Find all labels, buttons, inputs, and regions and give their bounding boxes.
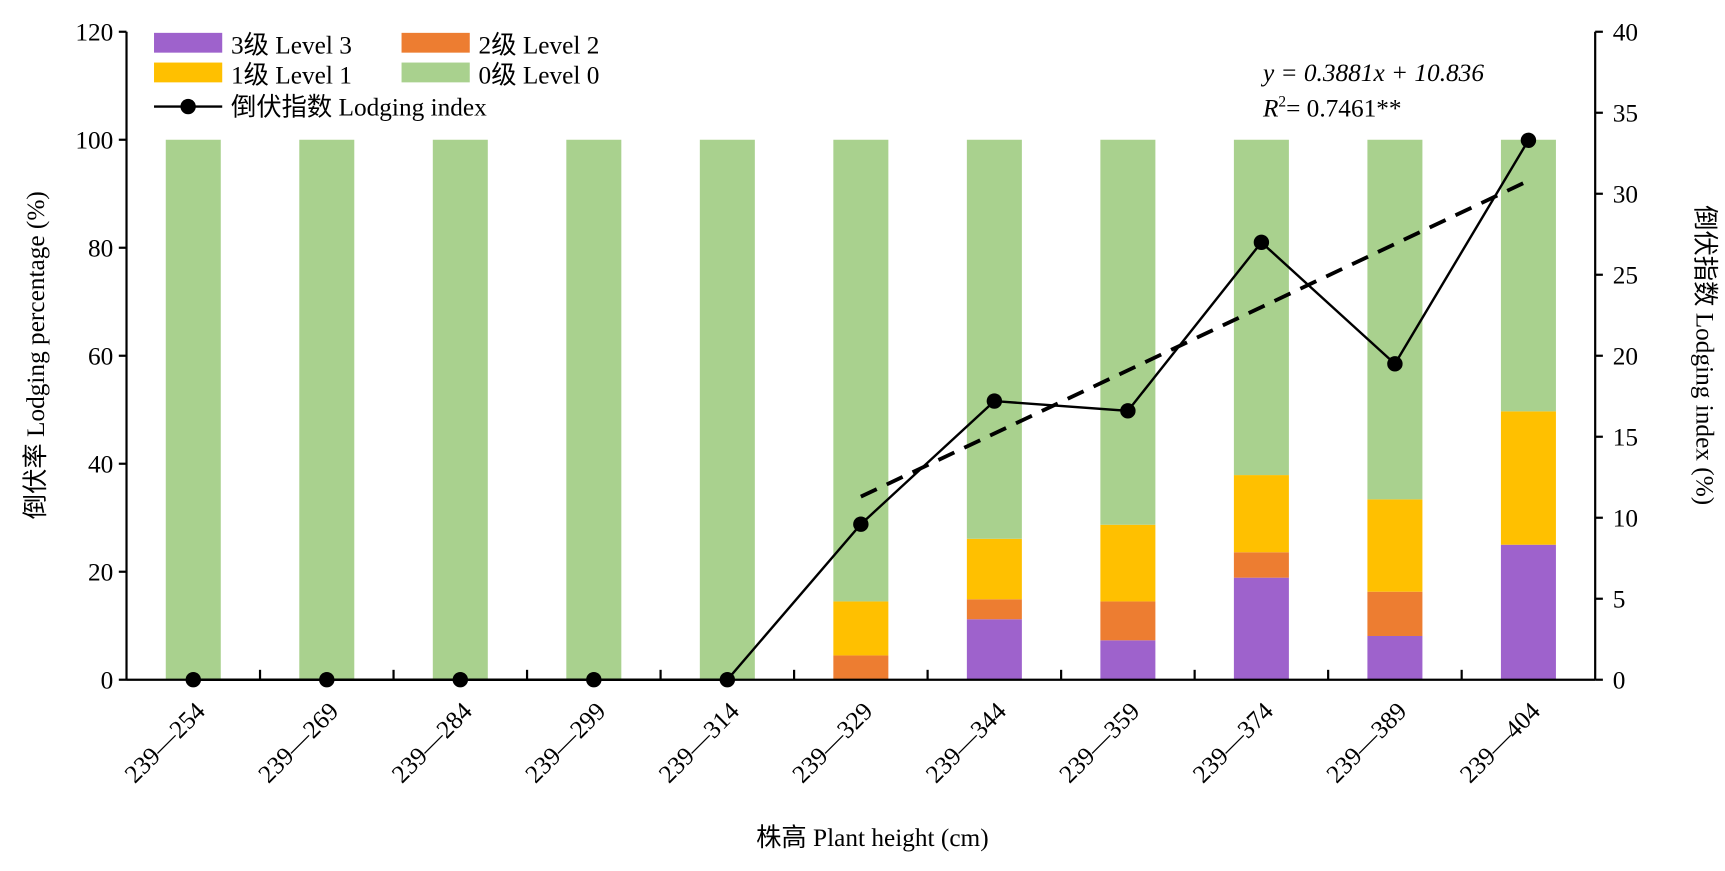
y2-tick-label: 30 bbox=[1613, 181, 1638, 209]
bar-segment-level-1 bbox=[1233, 475, 1289, 553]
legend-swatch bbox=[401, 32, 470, 53]
legend-swatch bbox=[154, 62, 223, 83]
r2-sup: 2 bbox=[1278, 94, 1286, 111]
lodging-index-point bbox=[853, 516, 869, 532]
y2-axis-label: 倒伏指数 Lodging index (%) bbox=[1690, 205, 1718, 505]
bar-segment-level-0 bbox=[1500, 139, 1556, 412]
bar-segment-level-0 bbox=[699, 139, 755, 680]
legend-marker bbox=[180, 98, 196, 115]
lodging-index-point bbox=[185, 672, 201, 688]
trendline bbox=[860, 179, 1530, 499]
y-tick-label: 60 bbox=[88, 343, 113, 371]
legend: 3级 Level 3 2级 Level 2 1级 Level 1 0级 Level 0… bbox=[154, 32, 600, 121]
x-tick-label: 239—284 bbox=[386, 697, 478, 789]
legend-swatch bbox=[401, 62, 470, 83]
lodging-index-point bbox=[452, 672, 469, 688]
bar-segment-level-1 bbox=[966, 538, 1022, 600]
trend-equation: y = 0.3881x + 10.836 bbox=[1260, 59, 1484, 87]
lodging-index-point bbox=[986, 393, 1003, 409]
bar-segment-level-2 bbox=[1367, 591, 1423, 636]
bar-segment-level-0 bbox=[833, 139, 889, 602]
bar-segment-level-2 bbox=[1233, 552, 1289, 578]
x-tick-label: 239—374 bbox=[1187, 697, 1279, 789]
bar-segment-level-0 bbox=[432, 139, 488, 680]
y2-tick-label: 15 bbox=[1613, 424, 1638, 452]
bar-segment-level-0 bbox=[1367, 139, 1423, 500]
x-axis-label: 株高 Plant height (cm) bbox=[756, 824, 989, 852]
y2-tick-label: 5 bbox=[1613, 586, 1626, 614]
y-tick-label: 120 bbox=[75, 19, 113, 47]
y-axis-label: 倒伏率 Lodging percentage (%) bbox=[22, 191, 50, 519]
y-tick-label: 80 bbox=[88, 235, 113, 263]
lodging-index-point bbox=[1520, 132, 1537, 148]
y-tick-label: 20 bbox=[88, 559, 113, 587]
bar-segment-level-0 bbox=[1100, 139, 1156, 525]
lodging-index-point bbox=[319, 672, 335, 688]
lodging-index-point bbox=[586, 672, 602, 688]
y2-tick-label: 20 bbox=[1613, 343, 1638, 371]
bar-segment-level-1 bbox=[1367, 499, 1423, 592]
bar-segment-level-0 bbox=[966, 139, 1022, 539]
legend-label: 3级 Level 3 bbox=[231, 32, 352, 60]
y2-tick-label: 35 bbox=[1613, 100, 1638, 128]
trend-r2: R2= 0.7461** bbox=[1262, 94, 1402, 123]
x-tick-label: 239—344 bbox=[920, 697, 1012, 789]
y-tick-label: 0 bbox=[101, 667, 114, 695]
bar-segment-level-1 bbox=[833, 601, 889, 656]
bar-segment-level-0 bbox=[165, 139, 221, 680]
bar-segment-level-3 bbox=[1500, 544, 1556, 680]
bar-segment-level-3 bbox=[1100, 640, 1156, 680]
lodging-index-point bbox=[1253, 234, 1270, 251]
bars-layer bbox=[165, 139, 1556, 680]
bar-segment-level-3 bbox=[966, 619, 1022, 680]
x-tick-label: 239—404 bbox=[1455, 697, 1547, 789]
bar-segment-level-1 bbox=[1500, 411, 1556, 545]
x-tick-label: 239—269 bbox=[253, 697, 344, 788]
legend-label: 倒伏指数 Lodging index bbox=[231, 93, 487, 121]
lodging-index-point bbox=[1387, 356, 1403, 372]
lines-layer bbox=[185, 132, 1537, 688]
y2-tick-label: 40 bbox=[1613, 19, 1638, 47]
legend-label: 0级 Level 0 bbox=[479, 61, 600, 89]
x-tick-label: 239—359 bbox=[1054, 697, 1145, 788]
bar-segment-level-1 bbox=[1100, 524, 1156, 602]
r2-value: = 0.7461** bbox=[1286, 94, 1401, 122]
bar-segment-level-0 bbox=[299, 139, 355, 680]
y2-tick-label: 0 bbox=[1613, 667, 1626, 695]
legend-label: 1级 Level 1 bbox=[231, 61, 352, 89]
bar-segment-level-2 bbox=[833, 655, 889, 680]
y2-tick-label: 25 bbox=[1613, 262, 1638, 290]
bar-segment-level-2 bbox=[966, 599, 1022, 620]
y2-tick-label: 10 bbox=[1613, 505, 1638, 533]
y-tick-label: 40 bbox=[88, 451, 113, 479]
r2-symbol: R bbox=[1262, 94, 1279, 122]
lodging-index-point bbox=[1120, 403, 1136, 419]
bar-segment-level-3 bbox=[1233, 577, 1289, 680]
legend-swatch bbox=[154, 32, 223, 53]
x-tick-label: 239—314 bbox=[653, 697, 745, 789]
y-tick-label: 100 bbox=[75, 127, 113, 155]
bar-segment-level-0 bbox=[566, 139, 622, 680]
bar-segment-level-3 bbox=[1367, 635, 1423, 680]
lodging-index-point bbox=[719, 672, 736, 688]
x-tick-label: 239—329 bbox=[787, 697, 878, 788]
bar-segment-level-2 bbox=[1100, 601, 1156, 641]
x-tick-label: 239—299 bbox=[520, 697, 611, 788]
legend-label: 2级 Level 2 bbox=[479, 32, 600, 60]
x-tick-label: 239—389 bbox=[1321, 697, 1412, 788]
x-tick-label: 239—254 bbox=[119, 697, 211, 789]
